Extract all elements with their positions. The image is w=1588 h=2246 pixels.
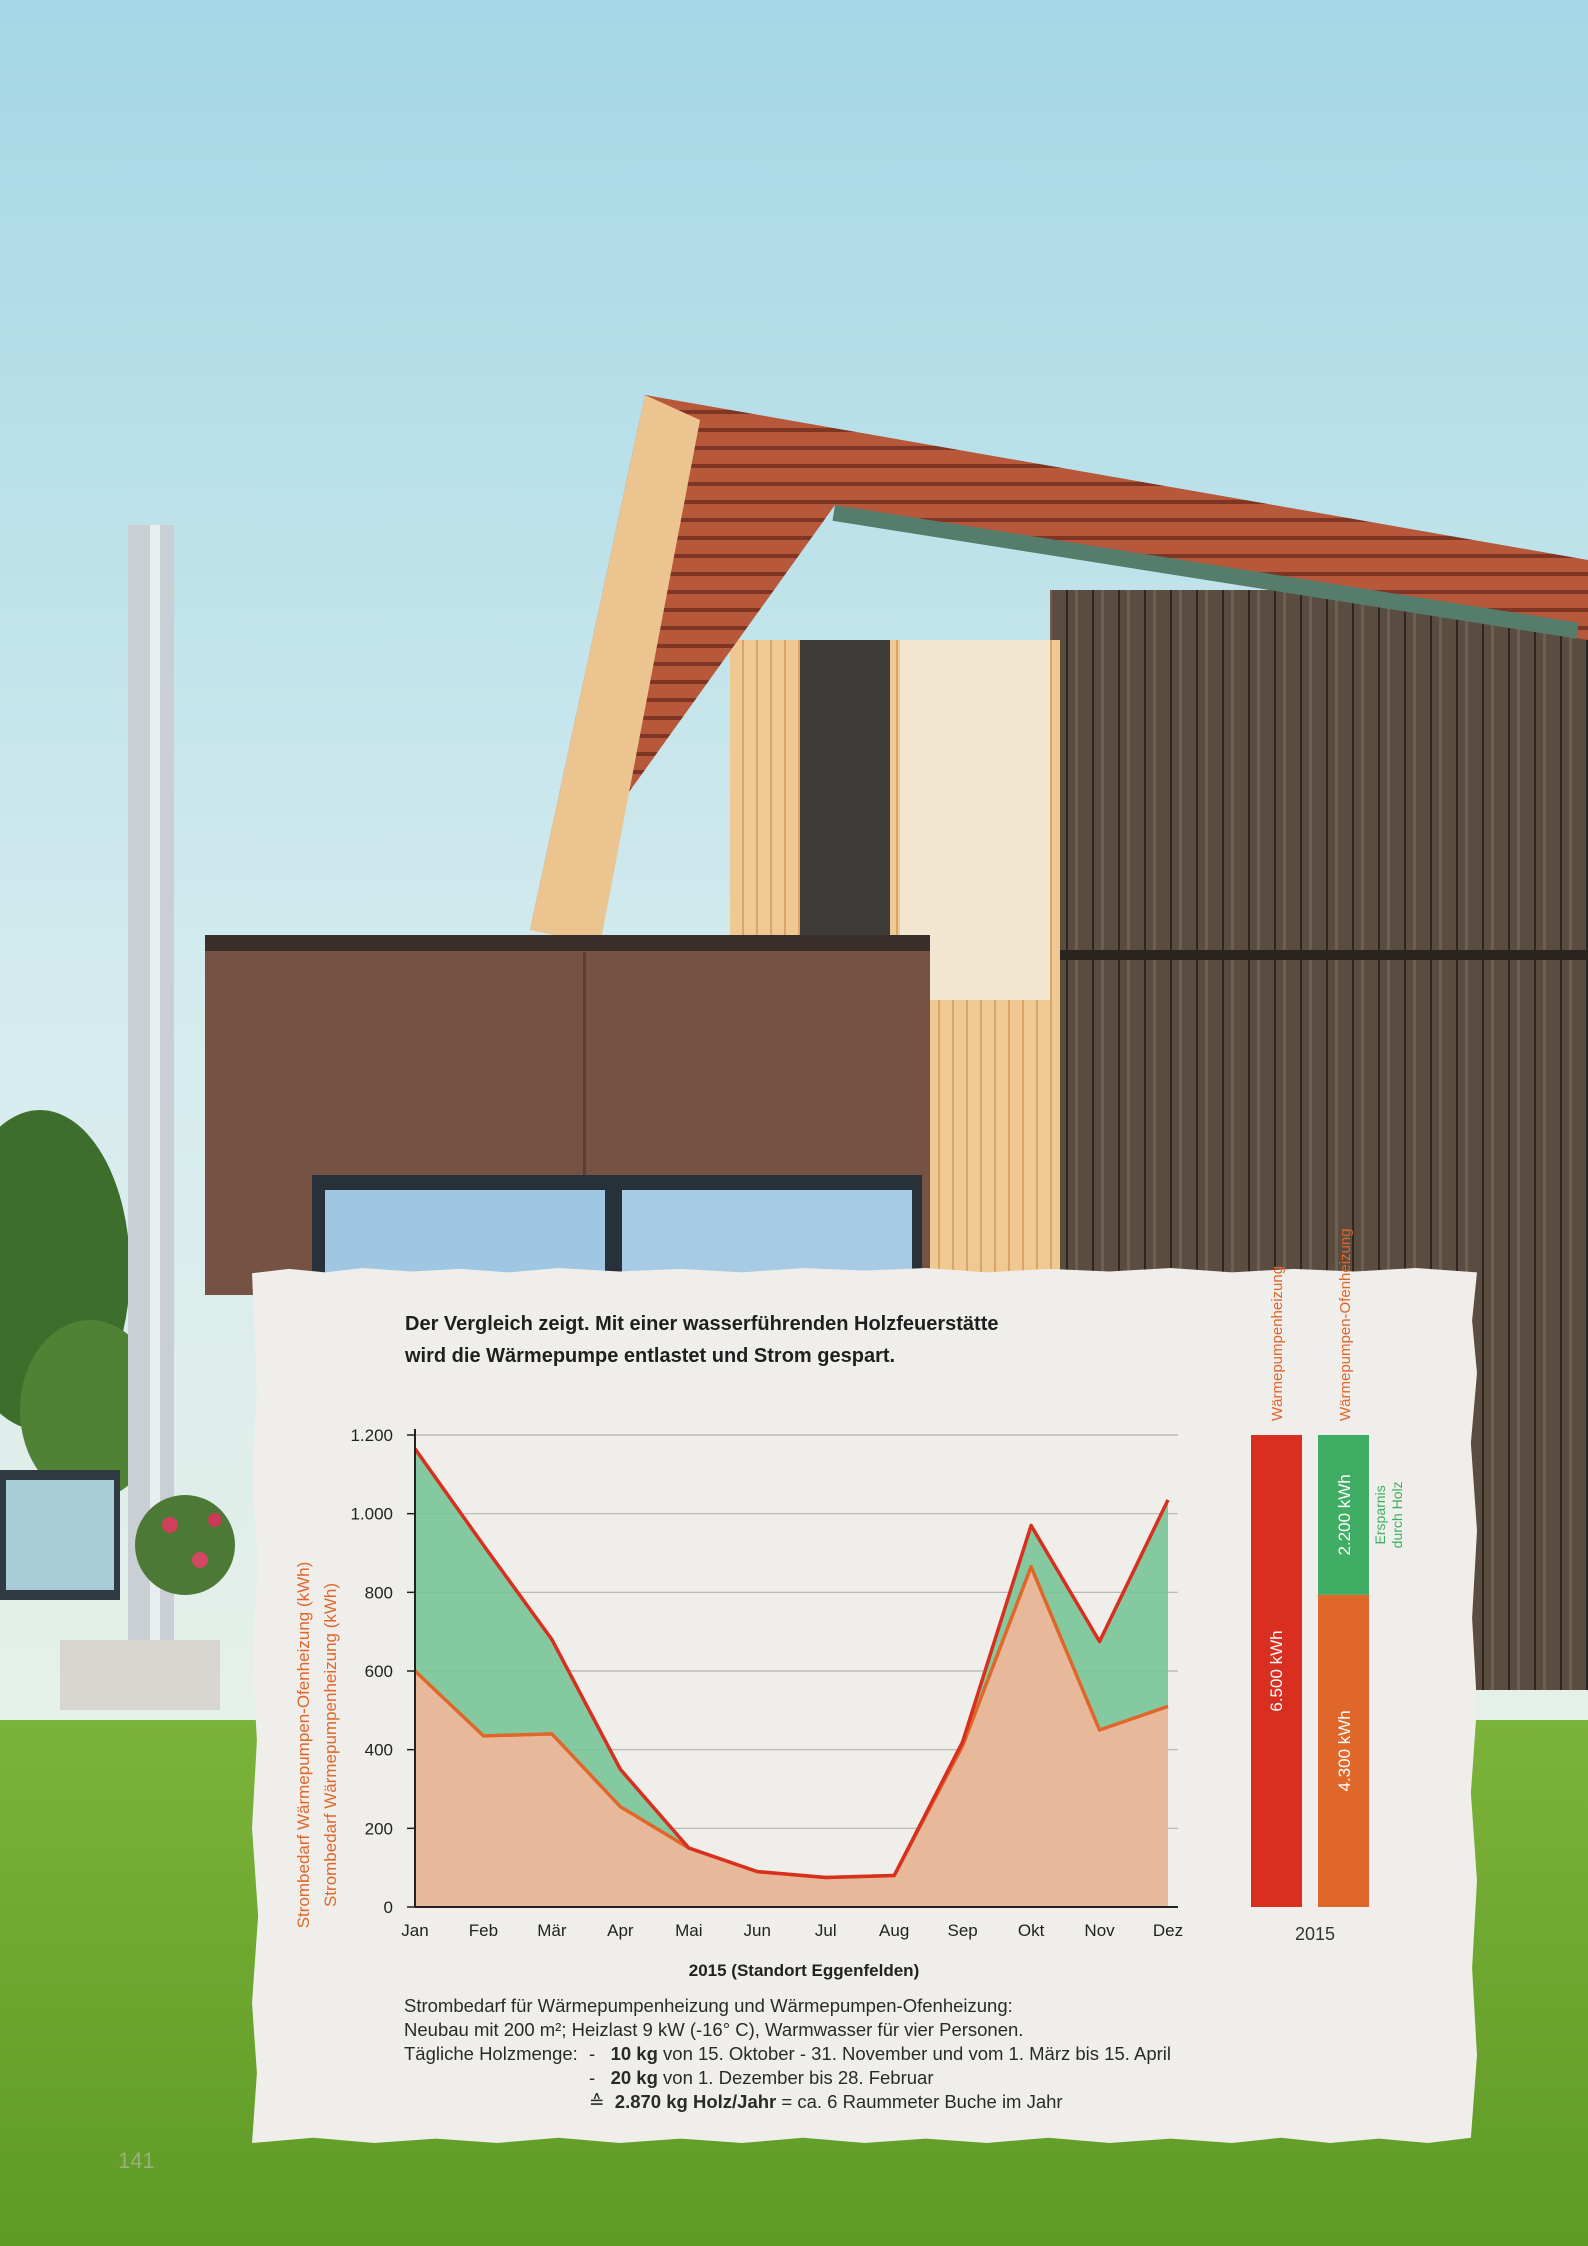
series-line-heatpump [413,1447,1170,1880]
note-item-text: von 1. Dezember bis 28. Februar [663,2067,934,2088]
note-line3-label: Tägliche Holzmenge: [404,2043,578,2064]
note-item-prefix: - [589,2043,596,2064]
note-item-amount: 2.870 kg Holz/Jahr [614,2091,777,2112]
y-tick-label: 0 [384,1898,393,1917]
bar-label-heatpump: 6.500 kWh [1267,1630,1286,1711]
x-tick-label: Mär [537,1921,567,1940]
x-tick-labels: Jan Feb Mär Apr Mai Jun Jul Aug Sep Okt Nov Dez [401,1921,1183,1940]
x-tick-label: Jul [815,1921,837,1940]
y-axis-label-heatpump: Strombedarf Wärmepumpenheizung (kWh) [321,1583,340,1907]
bar-stove [1318,1594,1369,1907]
chart-heading-line1: Der Vergleich zeigt. Mit einer wasserfüh… [405,1313,999,1335]
y-tick-label: 200 [365,1819,393,1838]
area-fills [415,1448,1168,1907]
x-tick-label: Okt [1018,1921,1045,1940]
bar-series-name-heatpump: Wärmepumpenheizung [1269,1266,1286,1421]
y-tick-labels: 0 200 400 600 800 1.000 1.200 [350,1426,393,1917]
note-item-1: - 10 kg von 15. Oktober - 31. November u… [589,2043,1171,2065]
note-item-amount: 10 kg [610,2043,658,2064]
x-tick-label: Apr [607,1921,634,1940]
y-axis-label-stove: Strombedarf Wärmepumpen-Ofenheizung (kWh… [294,1562,313,1929]
savings-area [415,1448,1168,1878]
page-number: 141 [118,2148,155,2173]
x-tick-label: Feb [469,1921,498,1940]
y-tick-label: 400 [365,1741,393,1760]
y-tick-label: 800 [365,1583,393,1602]
annual-bars: 6.500 kWh 4.300 kWh 2.200 kWh Wärmepumpenhe… [1251,1228,1405,1907]
y-tick-label: 1.000 [350,1505,393,1524]
y-tick-label: 600 [365,1662,393,1681]
note-line2: Neubau mit 200 m²; Heizlast 9 kW (-16° C… [404,2019,1024,2040]
x-tick-label: Mai [675,1921,702,1940]
note-item-3: ≙ 2.870 kg Holz/Jahr = ca. 6 Raummeter B… [589,2091,1063,2113]
note-item-text: von 15. Oktober - 31. November und vom 1… [663,2043,1172,2064]
note-item-text: = ca. 6 Raummeter Buche im Jahr [781,2091,1063,2112]
note-item-prefix: - [589,2067,596,2088]
note-item-2: - 20 kg von 1. Dezember bis 28. Februar [589,2067,933,2089]
bar-savings [1318,1435,1369,1595]
x-tick-label: Dez [1153,1921,1183,1940]
note-line1: Strombedarf für Wärmepumpenheizung und W… [404,1995,1013,2016]
x-tick-label: Sep [948,1921,978,1940]
bar-label-savings: 2.200 kWh [1335,1474,1354,1555]
chart-heading-line2: wird die Wärmepumpe entlastet und Strom … [405,1345,896,1367]
x-axis-title: 2015 (Standort Eggenfelden) [689,1961,919,1980]
x-tick-label: Nov [1084,1921,1115,1940]
note-item-prefix: ≙ [589,2091,605,2112]
x-tick-label: Aug [879,1921,909,1940]
y-tick-label: 1.200 [350,1426,393,1445]
bar-heatpump [1251,1435,1302,1907]
note-item-amount: 20 kg [610,2067,658,2088]
x-tick-label: Jan [401,1921,428,1940]
x-tick-label: Jun [744,1921,771,1940]
axes [414,1429,1178,1908]
savings-note-line1: Ersparnis [1372,1485,1388,1544]
bar-series-name-stove: Wärmepumpen-Ofenheizung [1337,1228,1354,1421]
stove-area [415,1566,1168,1907]
savings-note-line2: durch Holz [1389,1481,1405,1548]
bar-category-label: 2015 [1295,1924,1335,1944]
series-lines [413,1447,1170,1880]
bar-label-stove: 4.300 kWh [1335,1710,1354,1791]
